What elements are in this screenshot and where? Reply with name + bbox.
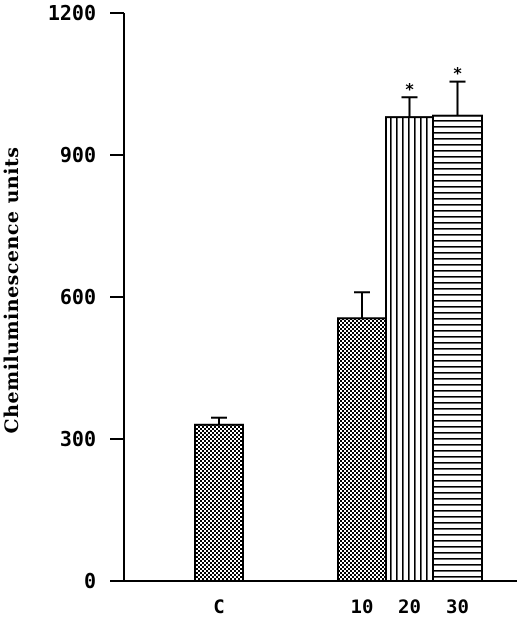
y-tick-label: 1200 [48, 1, 96, 25]
x-tick-label-20: 20 [398, 596, 421, 618]
bar-30 [432, 114, 483, 582]
bar-20 [385, 116, 434, 582]
error-bars [211, 80, 466, 425]
y-tick-label: 0 [84, 569, 96, 593]
bar-C [194, 423, 244, 582]
significance-markers: ** [405, 64, 462, 99]
significance-marker-30: * [453, 64, 462, 83]
x-tick-label-30: 30 [446, 596, 469, 618]
significance-marker-20: * [405, 79, 414, 98]
x-tick-labels: C 10 20 30 [213, 596, 469, 618]
x-tick-label-C: C [213, 596, 224, 618]
y-tick-label: 900 [60, 143, 96, 167]
bar-10 [337, 317, 387, 582]
y-tick-label: 600 [60, 285, 96, 309]
x-tick-label-10: 10 [351, 596, 374, 618]
y-axis: 0 300 600 900 1200 [48, 1, 125, 593]
y-tick-label: 300 [60, 427, 96, 451]
bars [194, 114, 483, 582]
y-axis-title: Chemiluminescence units [1, 147, 23, 434]
